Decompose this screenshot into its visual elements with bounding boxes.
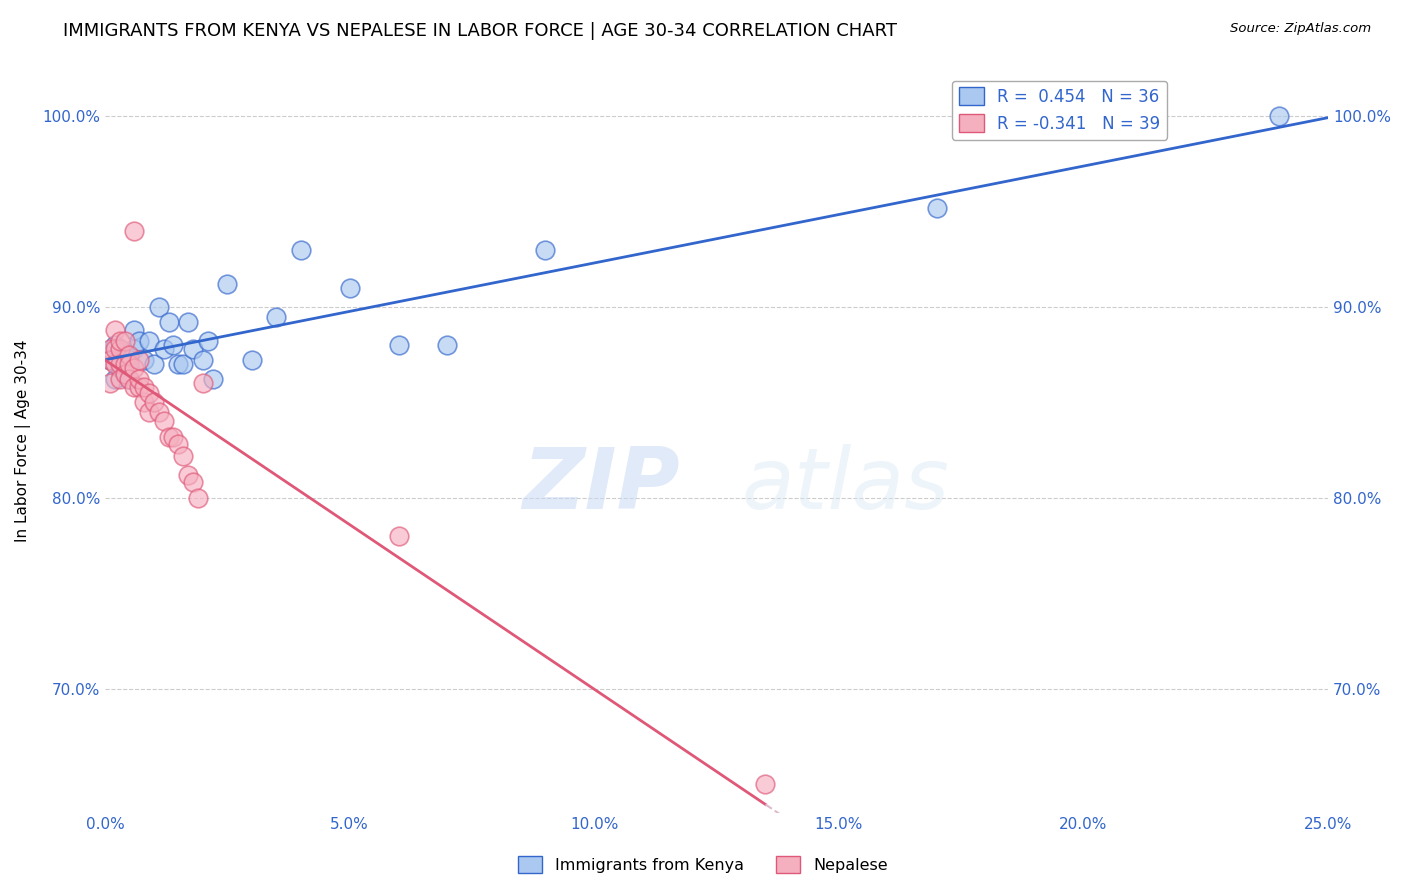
Point xyxy=(118,372,141,386)
Point xyxy=(177,467,200,482)
Point xyxy=(98,342,121,356)
Point xyxy=(124,224,146,238)
Point xyxy=(132,395,155,409)
Point xyxy=(181,475,204,490)
Point xyxy=(217,277,239,291)
Point xyxy=(104,372,127,386)
Point xyxy=(114,348,136,362)
Point xyxy=(118,372,141,386)
Point xyxy=(124,361,146,376)
Point xyxy=(754,777,776,791)
Point xyxy=(167,437,190,451)
Point xyxy=(339,281,361,295)
Point xyxy=(114,367,136,381)
Point xyxy=(191,376,214,391)
Point xyxy=(142,357,165,371)
Legend: Immigrants from Kenya, Nepalese: Immigrants from Kenya, Nepalese xyxy=(512,849,894,880)
Point xyxy=(387,529,409,543)
Point xyxy=(114,367,136,381)
Point xyxy=(132,353,155,368)
Point xyxy=(138,405,160,419)
Point xyxy=(108,357,131,371)
Point xyxy=(240,353,263,368)
Point xyxy=(142,395,165,409)
Point xyxy=(387,338,409,352)
Point xyxy=(118,357,141,371)
Point xyxy=(167,357,190,371)
Point xyxy=(201,372,224,386)
Point xyxy=(152,342,174,356)
Point xyxy=(264,310,287,324)
Point xyxy=(98,353,121,368)
Point xyxy=(1268,109,1291,123)
Point xyxy=(128,334,150,349)
Point xyxy=(187,491,209,505)
Point xyxy=(104,342,127,356)
Y-axis label: In Labor Force | Age 30-34: In Labor Force | Age 30-34 xyxy=(15,339,31,541)
Point xyxy=(118,353,141,368)
Point xyxy=(132,380,155,394)
Point xyxy=(108,361,131,376)
Point xyxy=(290,243,312,257)
Point xyxy=(191,353,214,368)
Point xyxy=(108,342,131,356)
Point xyxy=(128,372,150,386)
Point xyxy=(98,376,121,391)
Point xyxy=(534,243,557,257)
Point xyxy=(925,201,948,215)
Point xyxy=(162,338,184,352)
Point xyxy=(118,348,141,362)
Point xyxy=(98,353,121,368)
Point xyxy=(197,334,219,349)
Point xyxy=(124,342,146,356)
Point xyxy=(104,323,127,337)
Point xyxy=(157,430,180,444)
Point xyxy=(108,372,131,386)
Point xyxy=(128,353,150,368)
Point xyxy=(138,385,160,400)
Point xyxy=(172,449,194,463)
Point xyxy=(172,357,194,371)
Legend: R =  0.454   N = 36, R = -0.341   N = 39: R = 0.454 N = 36, R = -0.341 N = 39 xyxy=(952,80,1167,139)
Point xyxy=(148,300,170,314)
Point xyxy=(108,334,131,349)
Point xyxy=(162,430,184,444)
Point xyxy=(108,342,131,356)
Point xyxy=(148,405,170,419)
Text: ZIP: ZIP xyxy=(522,443,681,526)
Point xyxy=(138,334,160,349)
Text: atlas: atlas xyxy=(741,443,949,526)
Point xyxy=(157,315,180,329)
Point xyxy=(114,357,136,371)
Point xyxy=(124,380,146,394)
Point xyxy=(181,342,204,356)
Point xyxy=(104,338,127,352)
Point xyxy=(128,380,150,394)
Point xyxy=(114,334,136,349)
Point xyxy=(436,338,458,352)
Point xyxy=(124,323,146,337)
Text: IMMIGRANTS FROM KENYA VS NEPALESE IN LABOR FORCE | AGE 30-34 CORRELATION CHART: IMMIGRANTS FROM KENYA VS NEPALESE IN LAB… xyxy=(63,22,897,40)
Point xyxy=(152,414,174,428)
Point xyxy=(104,357,127,371)
Text: Source: ZipAtlas.com: Source: ZipAtlas.com xyxy=(1230,22,1371,36)
Point xyxy=(177,315,200,329)
